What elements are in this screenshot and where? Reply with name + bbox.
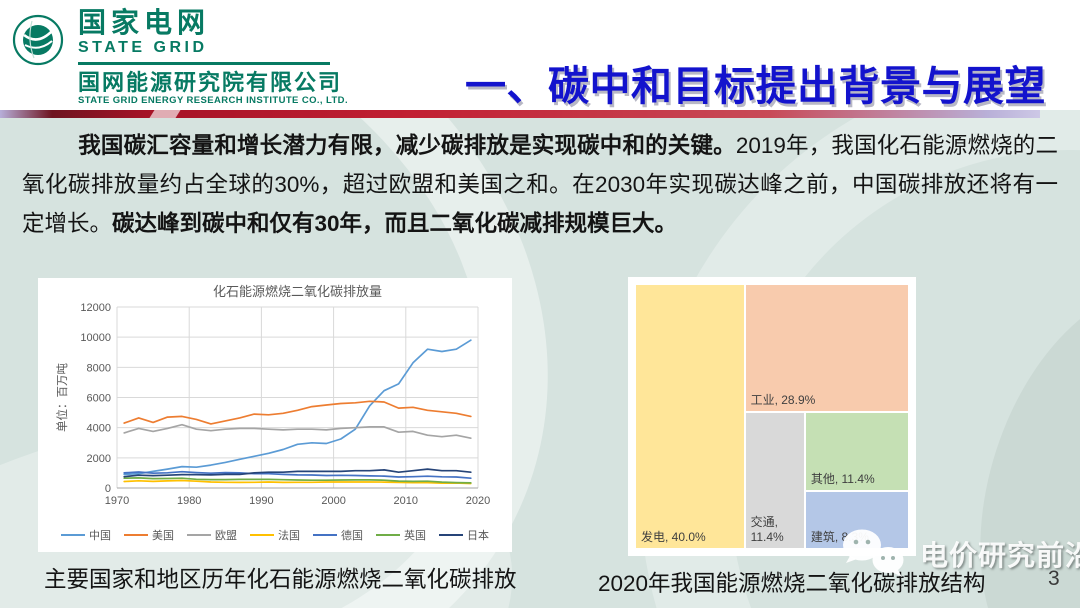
legend-item-英国: 英国 [376, 527, 426, 543]
watermark: 电价研究前沿 [836, 528, 1080, 580]
legend-label: 英国 [404, 530, 426, 542]
treemap-label-交通: 交通, 11.4% [750, 514, 784, 544]
header: 国家电网 STATE GRID 国网能源研究院有限公司 STATE GRID E… [0, 0, 1080, 110]
x-tick-label: 2020 [466, 495, 490, 507]
series-line-日本 [123, 468, 472, 478]
header-divider [0, 110, 1040, 118]
logo-name-en: STATE GRID [78, 39, 208, 56]
legend-item-美国: 美国 [124, 527, 174, 543]
legend-item-欧盟: 欧盟 [187, 527, 237, 543]
legend-label: 德国 [341, 530, 363, 542]
caption-line-chart: 主要国家和地区历年化石能源燃烧二氧化碳排放 [44, 567, 517, 592]
y-axis-label: 单位：百万吨 [55, 363, 69, 432]
legend-swatch [439, 534, 463, 536]
y-tick-label: 8000 [87, 362, 111, 374]
legend-label: 欧盟 [215, 530, 237, 542]
treemap-block-交通: 交通, 11.4% [744, 411, 805, 549]
series-line-中国 [123, 339, 472, 476]
legend-label: 美国 [152, 530, 174, 542]
series-line-德国 [123, 470, 472, 480]
chart-title: 化石能源燃烧二氧化碳排放量 [213, 284, 382, 299]
y-tick-label: 4000 [87, 423, 111, 435]
y-tick-label: 10000 [80, 332, 111, 344]
page-number: 3 [1048, 567, 1060, 590]
intro-text-segment: 碳达峰到碳中和仅有30年，而且二氧化碳减排规模巨大。 [112, 211, 678, 236]
header-divider-slash [149, 110, 181, 118]
series-line-欧盟 [123, 423, 472, 440]
x-tick-label: 2000 [321, 495, 345, 507]
y-tick-label: 2000 [87, 453, 111, 465]
line-chart-legend: 中国 美国 欧盟 法国 德国 英国 日本 [38, 527, 512, 543]
legend-swatch [376, 534, 400, 536]
series-line-美国 [123, 400, 472, 425]
legend-swatch [313, 534, 337, 536]
state-grid-logo: 国家电网 STATE GRID 国网能源研究院有限公司 STATE GRID E… [12, 8, 348, 107]
legend-swatch [250, 534, 274, 536]
treemap-label-发电: 发电, 40.0% [641, 530, 706, 544]
treemap-block-工业: 工业, 28.9% [744, 284, 909, 412]
treemap-label-其他: 其他, 11.4% [810, 472, 875, 487]
intro-text-segment: 我国碳汇容量和增长潜力有限，减少碳排放是实现碳中和的关键。 [78, 133, 736, 158]
watermark-text: 电价研究前沿 [920, 540, 1080, 571]
intro-text-segment: 2019年，我国化石能源燃烧的二氧化碳排放量约占全球的30%，超过欧盟和美国之和… [22, 133, 1058, 236]
logo-institute-cn: 国网能源研究院有限公司 [78, 70, 343, 95]
emissions-line-chart-card: 1970 1980 1990 2000 2010 2020 0 2000 4000 6000 800… [38, 278, 512, 552]
wechat-icon [843, 529, 904, 577]
x-tick-label: 1970 [105, 495, 129, 507]
legend-swatch [124, 534, 148, 536]
emissions-treemap-card: 发电, 40.0% 工业, 28.9% 交通, 11.4% 其他, 11.4% 建筑, … [628, 277, 916, 556]
state-grid-seal-icon [12, 14, 64, 66]
series-line-法国 [123, 479, 472, 485]
treemap-label-工业: 工业, 28.9% [750, 392, 816, 407]
x-tick-label: 1980 [177, 495, 201, 507]
treemap-block-发电: 发电, 40.0% [635, 284, 745, 549]
legend-label: 中国 [89, 530, 111, 542]
logo-name-cn: 国家电网 [78, 7, 211, 38]
legend-item-中国: 中国 [61, 527, 111, 543]
y-tick-label: 12000 [80, 302, 111, 314]
logo-institute-en: STATE GRID ENERGY RESEARCH INSTITUTE CO.… [78, 95, 348, 106]
legend-label: 日本 [467, 530, 489, 542]
legend-swatch [61, 534, 85, 536]
y-tick-label: 6000 [87, 393, 111, 405]
legend-item-日本: 日本 [439, 527, 489, 543]
y-tick-label: 0 [105, 483, 111, 495]
legend-swatch [187, 534, 211, 536]
treemap-block-其他: 其他, 11.4% [804, 411, 909, 492]
logo-divider [78, 62, 330, 65]
intro-paragraph: 我国碳汇容量和增长潜力有限，减少碳排放是实现碳中和的关键。2019年，我国化石能… [22, 126, 1058, 243]
logo-text: 国家电网 STATE GRID 国网能源研究院有限公司 STATE GRID E… [78, 8, 348, 107]
emissions-line-chart: 1970 1980 1990 2000 2010 2020 0 2000 4000 6000 800… [55, 284, 490, 507]
caption-treemap: 2020年我国能源燃烧二氧化碳排放结构 [598, 571, 986, 596]
series-line-英国 [123, 477, 472, 484]
legend-item-德国: 德国 [313, 527, 363, 543]
page-title: 一、碳中和目标提出背景与展望 [465, 63, 1046, 109]
x-tick-label: 1990 [249, 495, 273, 507]
x-tick-label: 2010 [394, 495, 418, 507]
legend-item-法国: 法国 [250, 527, 300, 543]
legend-label: 法国 [278, 530, 300, 542]
emissions-treemap: 发电, 40.0% 工业, 28.9% 交通, 11.4% 其他, 11.4% 建筑, … [635, 284, 909, 549]
